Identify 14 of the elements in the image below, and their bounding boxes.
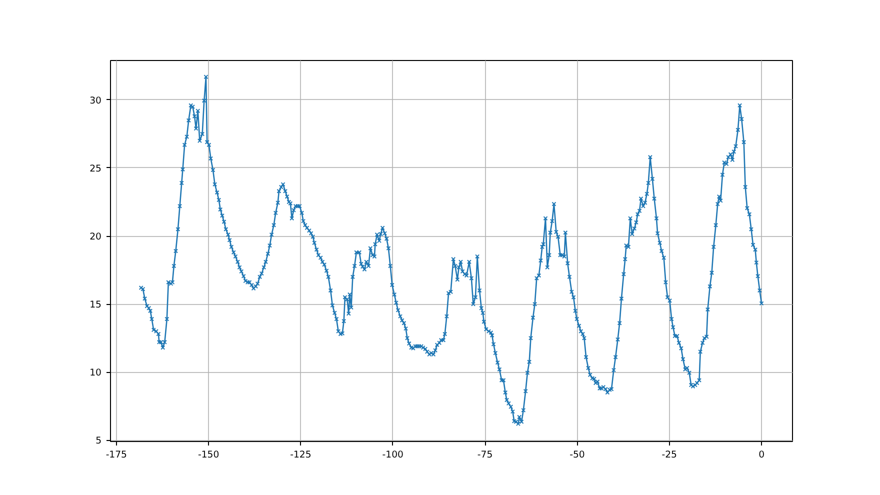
y-tick-label: 20 [90,232,102,243]
y-tick-label: 10 [90,368,102,379]
x-tick-label: -75 [477,450,493,460]
y-tick-label: 15 [90,300,102,311]
x-tick-label: -175 [106,450,128,460]
x-tick-label: -150 [198,450,220,460]
x-tick-label: -100 [382,450,404,460]
x-tick-label: -25 [662,450,678,460]
y-tick-label: 25 [90,163,102,174]
x-tick-label: -50 [570,450,585,460]
y-tick-label: 5 [96,436,102,447]
x-tick-label: -125 [290,450,312,460]
y-tick-label: 30 [90,95,102,106]
x-tick-label: 0 [758,450,765,460]
